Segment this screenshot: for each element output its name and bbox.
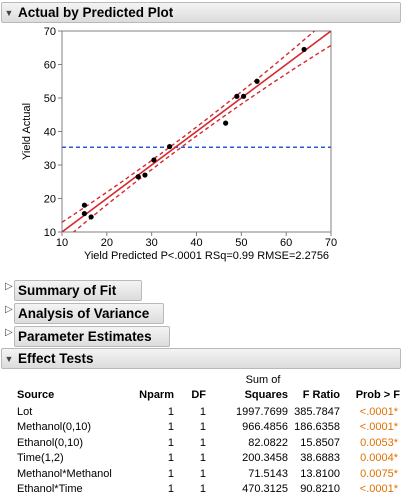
data-point (254, 78, 260, 84)
cell-df: 1 (199, 406, 206, 418)
data-point (234, 93, 240, 99)
analysis-of-variance-header[interactable]: Analysis of Variance (14, 303, 164, 324)
disclosure-closed-icon[interactable]: ▷ (5, 327, 13, 338)
header-ss-line1: Sum of (245, 374, 281, 386)
cell-ss: 82.0822 (248, 436, 288, 449)
cell-source: Lot (17, 406, 33, 418)
cell-fratio: 186.6358 (294, 421, 340, 434)
cell-prob: 0.0053* (360, 436, 398, 449)
data-point (81, 202, 88, 208)
cell-ss: 1997.7699 (236, 406, 288, 418)
cell-df: 1 (199, 467, 206, 480)
header-fratio: F Ratio (302, 389, 340, 401)
x-tick-label: 40 (190, 237, 202, 249)
cell-source: Ethanol(0,10) (17, 436, 84, 449)
y-tick-label: 30 (44, 160, 56, 172)
cell-nparm: 1 (167, 436, 174, 449)
cell-fratio: 15.8507 (300, 436, 340, 449)
section-title: Actual by Predicted Plot (18, 5, 174, 20)
cell-df: 1 (199, 452, 206, 465)
disclosure-closed-icon[interactable]: ▷ (5, 304, 13, 315)
y-axis-label: Yield Actual (21, 103, 33, 160)
data-point (151, 157, 157, 163)
x-tick-label: 50 (235, 237, 247, 249)
header-df: DF (191, 389, 206, 401)
cell-df: 1 (199, 436, 206, 449)
cell-prob: 0.0004* (360, 452, 398, 465)
data-point (142, 172, 148, 178)
data-point (223, 120, 229, 126)
cell-fratio: 90.8210 (300, 483, 340, 495)
data-point (167, 143, 173, 150)
y-tick-label: 70 (44, 26, 56, 38)
x-tick-label: 20 (101, 237, 113, 249)
summary-of-fit-header[interactable]: Summary of Fit (14, 280, 142, 301)
cell-fratio: 13.8100 (300, 467, 340, 480)
x-tick-label: 60 (280, 237, 292, 249)
section-title: Summary of Fit (18, 283, 117, 298)
header-prob: Prob > F (355, 389, 400, 401)
cell-ss: 200.3458 (242, 452, 288, 465)
cell-fratio: 385.7847 (294, 406, 340, 418)
data-point (135, 174, 141, 180)
y-tick-label: 10 (44, 227, 56, 239)
cell-ss: 470.3125 (242, 483, 288, 495)
x-axis-label: Yield Predicted P<.0001 RSq=0.99 RMSE=2.… (84, 250, 329, 262)
cell-ss: 71.5143 (248, 467, 288, 480)
y-tick-label: 40 (44, 127, 56, 139)
y-tick-label: 60 (44, 60, 56, 72)
parameter-estimates-header[interactable]: Parameter Estimates (14, 326, 170, 347)
cell-prob: <.0001* (359, 483, 398, 495)
upper-confidence-curve (62, 31, 316, 223)
cell-nparm: 1 (167, 421, 174, 434)
disclosure-open-icon[interactable]: ▼ (4, 353, 14, 364)
data-point (301, 46, 307, 53)
y-tick-label: 20 (44, 194, 56, 206)
header-source: Source (17, 389, 55, 401)
cell-nparm: 1 (167, 452, 174, 465)
cell-ss: 966.4856 (242, 421, 288, 434)
cell-source: Ethanol*Time (17, 483, 83, 495)
data-point (81, 210, 88, 217)
section-title: Analysis of Variance (18, 306, 150, 321)
header-ss-line2: Squares (244, 389, 288, 401)
section-title: Effect Tests (18, 351, 94, 366)
effect-tests-header[interactable]: ▼ Effect Tests (1, 348, 401, 369)
cell-df: 1 (199, 483, 206, 495)
cell-fratio: 38.6883 (300, 452, 340, 465)
data-point (240, 93, 247, 99)
cell-df: 1 (199, 421, 206, 434)
cell-source: Time(1,2) (17, 452, 64, 465)
disclosure-closed-icon[interactable]: ▷ (5, 281, 13, 292)
x-tick-label: 30 (146, 237, 158, 249)
x-tick-label: 10 (56, 237, 68, 249)
header-nparm: Nparm (139, 389, 174, 401)
x-tick-label: 70 (325, 237, 337, 249)
cell-nparm: 1 (167, 467, 174, 480)
cell-source: Methanol*Methanol (17, 467, 112, 480)
disclosure-open-icon[interactable]: ▼ (4, 7, 14, 18)
cell-prob: <.0001* (359, 421, 398, 434)
lower-confidence-curve (72, 44, 331, 232)
y-tick-label: 50 (44, 93, 56, 105)
cell-prob: <.0001* (359, 406, 398, 418)
data-point (88, 214, 94, 220)
fit-group (62, 31, 331, 232)
cell-source: Methanol(0,10) (17, 421, 91, 434)
cell-prob: 0.0075* (360, 467, 398, 480)
fit-line (62, 31, 331, 232)
cell-nparm: 1 (167, 483, 174, 495)
actual-by-predicted-header[interactable]: ▼ Actual by Predicted Plot (1, 2, 401, 23)
section-title: Parameter Estimates (18, 329, 152, 344)
cell-nparm: 1 (167, 406, 174, 418)
